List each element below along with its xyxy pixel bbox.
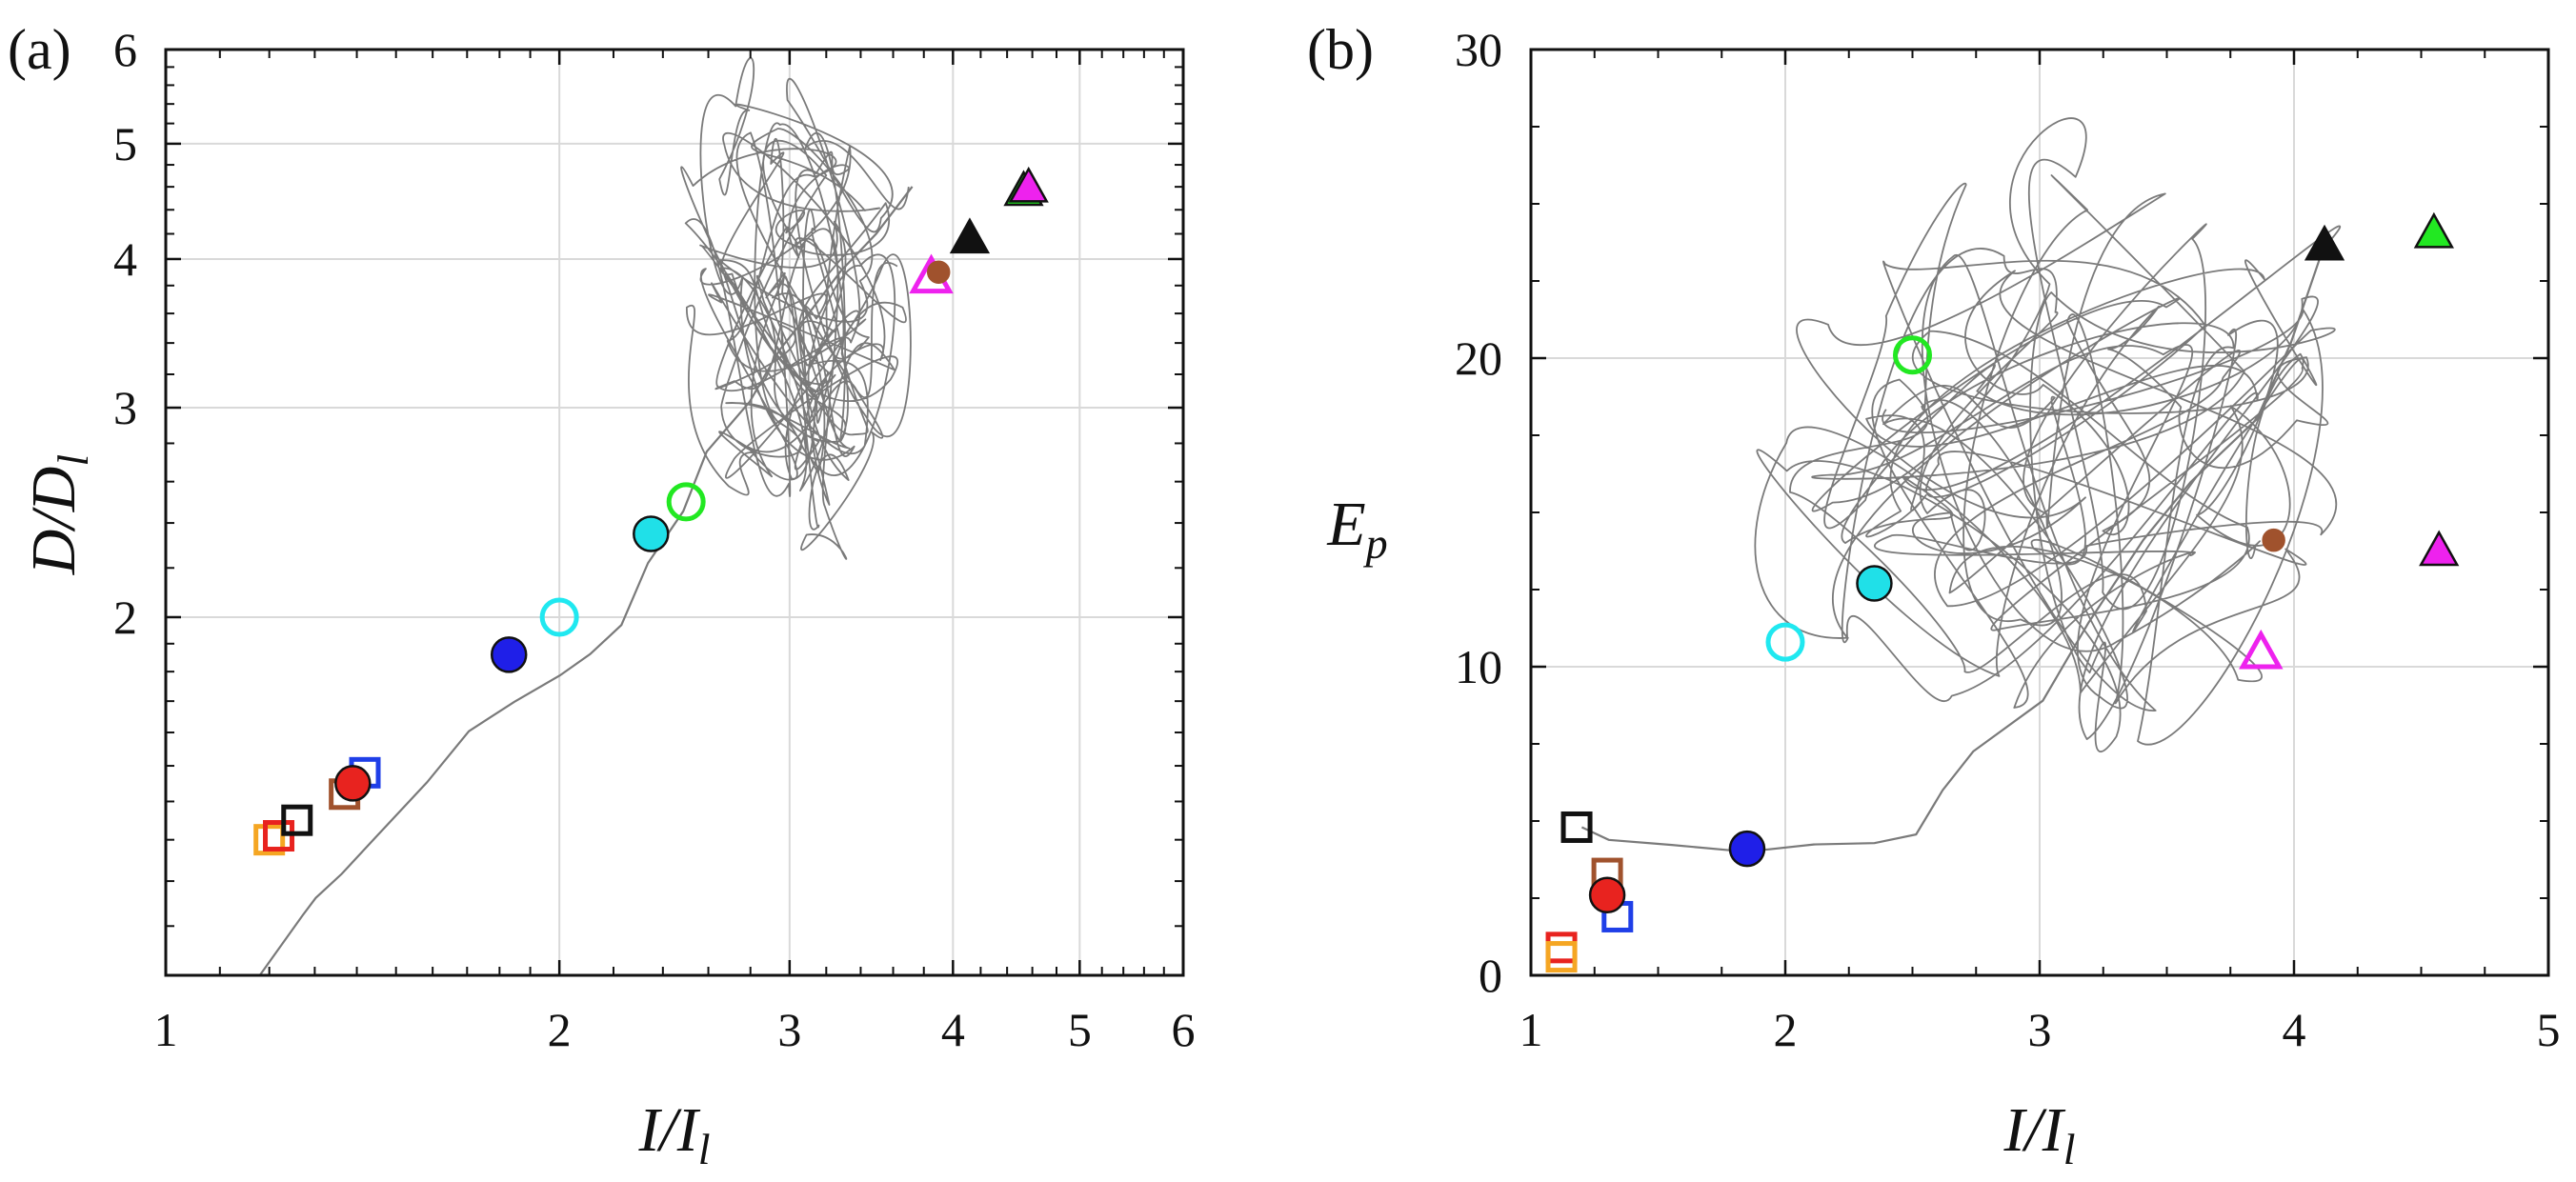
panel-b-xlabel: I/Il (2002, 1095, 2075, 1173)
panel-a-frame (164, 48, 1185, 977)
a-point-triangle (949, 217, 991, 254)
b-xtick-label: 5 (2537, 1003, 2561, 1056)
a-xtick-label: 1 (154, 1003, 178, 1056)
panel-a-xlabel: I/Il (637, 1095, 710, 1173)
b-ytick-label: 0 (1479, 949, 1502, 1002)
a-point-circle (926, 260, 951, 284)
panel-a-ylabel-main: D/D (19, 467, 89, 576)
b-point-circle (1588, 876, 1626, 914)
panel-b-frame (1529, 48, 2550, 977)
b-point-circle (1856, 565, 1893, 602)
a-point-circle (539, 597, 579, 637)
panel-b-ylabel: Ep (1326, 490, 1387, 568)
b-xtick-label: 4 (2283, 1003, 2306, 1056)
b-point-circle (1893, 335, 1932, 375)
a-point-circle (490, 636, 528, 673)
a-point-square (253, 824, 286, 856)
panel-b: (b) 1 2 3 4 5 0 10 20 30 I/Il Ep (1307, 18, 2561, 1173)
b-point-square (1545, 941, 1578, 973)
panel-a-ylabel-sub: l (49, 454, 97, 467)
b-ytick-label: 10 (1455, 640, 1502, 693)
panel-b-ylabel-main: E (1326, 490, 1365, 559)
a-point-triangle (1008, 166, 1049, 203)
b-trajectory-loops (1754, 117, 2342, 753)
b-point-triangle (2239, 629, 2284, 670)
panel-b-xlabel-sub: l (2063, 1125, 2076, 1173)
a-ytick-label: 5 (113, 117, 137, 170)
panel-b-trajectory (1580, 117, 2342, 853)
b-point-circle (1765, 622, 1805, 662)
panel-a-trajectory (258, 56, 914, 976)
panel-b-tick-labels: 1 2 3 4 5 0 10 20 30 (1455, 23, 2561, 1056)
a-xtick-label: 2 (548, 1003, 572, 1056)
b-ytick-label: 20 (1455, 331, 1502, 385)
a-xtick-label: 5 (1068, 1003, 1092, 1056)
panel-a-label: (a) (8, 18, 71, 81)
a-ytick-label: 3 (113, 381, 137, 434)
a-point-circle (334, 765, 372, 802)
a-ytick-label: 6 (113, 23, 137, 76)
b-point-triangle (2304, 224, 2345, 261)
b-point-circle (2262, 528, 2285, 552)
panel-a-ylabel: D/Dl (19, 454, 97, 575)
panel-b-grid (1531, 50, 2548, 975)
b-trajectory-path (1580, 245, 2325, 853)
a-xtick-label: 4 (941, 1003, 965, 1056)
b-xtick-label: 1 (1519, 1003, 1543, 1056)
b-xtick-label: 2 (1774, 1003, 1798, 1056)
panel-b-label: (b) (1307, 18, 1374, 81)
panel-a-xlabel-main: I/I (637, 1095, 700, 1165)
a-point-circle (633, 515, 670, 552)
panel-b-xlabel-main: I/I (2002, 1095, 2065, 1165)
panel-a-grid (166, 50, 1183, 975)
panel-b-points (1545, 211, 2460, 973)
a-point-square (281, 804, 313, 836)
panel-a-points (253, 166, 1049, 856)
a-xtick-label: 6 (1172, 1003, 1196, 1056)
b-xtick-label: 3 (2028, 1003, 2052, 1056)
a-ytick-label: 2 (113, 591, 137, 644)
b-ytick-label: 30 (1455, 23, 1502, 76)
panel-b-ylabel-sub: p (1363, 519, 1388, 568)
b-point-square (1560, 811, 1593, 843)
a-trajectory-loops (680, 56, 912, 560)
b-point-triangle (2413, 211, 2454, 249)
panel-a-tick-labels: 1 2 3 4 5 6 2 3 4 5 6 (113, 23, 1196, 1056)
b-point-triangle (2419, 530, 2460, 567)
a-ytick-label: 4 (113, 232, 137, 286)
a-point-circle (666, 482, 706, 522)
b-point-circle (1728, 830, 1766, 868)
b-point-square (1545, 932, 1578, 964)
panel-a-xlabel-sub: l (698, 1125, 711, 1173)
a-xtick-label: 3 (777, 1003, 801, 1056)
a-trajectory-path (258, 186, 914, 976)
